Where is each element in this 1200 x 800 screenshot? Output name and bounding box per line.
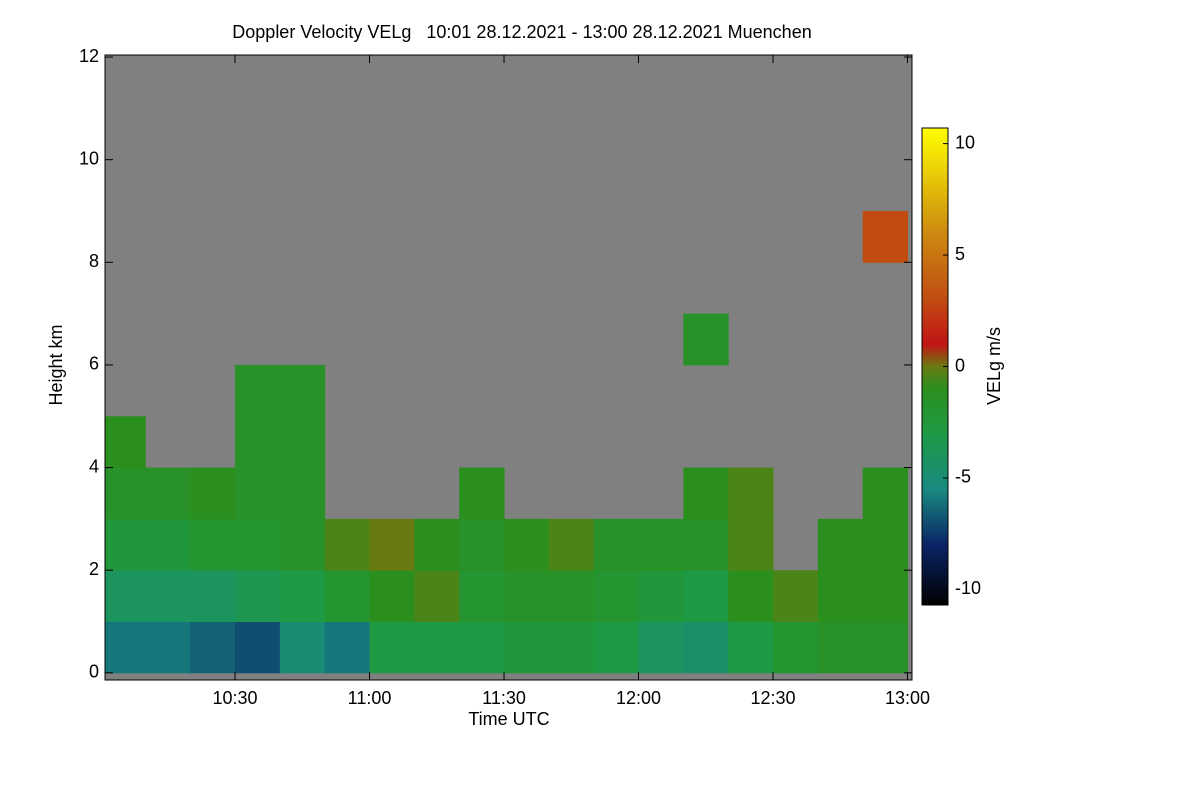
colorbar-tick-label: 0 — [955, 355, 965, 375]
heatmap-cell — [862, 467, 909, 520]
heatmap-cell — [504, 518, 550, 571]
y-tick-label: 2 — [89, 559, 99, 579]
heatmap-cell — [145, 570, 191, 623]
heatmap-cell — [459, 518, 505, 571]
heatmap-cell — [190, 467, 236, 520]
heatmap-cell — [862, 210, 909, 263]
y-tick-label: 8 — [89, 251, 99, 271]
heatmap-cell — [145, 467, 191, 520]
heatmap-cell — [369, 570, 415, 623]
heatmap-cell — [817, 518, 864, 571]
heatmap-cell — [817, 570, 864, 623]
heatmap-cell — [548, 518, 595, 571]
heatmap-cell — [593, 518, 640, 571]
heatmap-cell — [817, 621, 864, 674]
heatmap-cell — [145, 621, 191, 674]
heatmap-cell — [279, 570, 326, 623]
chart-title: Doppler Velocity VELg 10:01 28.12.2021 -… — [232, 22, 811, 42]
colorbar-tick-label: -10 — [955, 578, 981, 598]
x-tick-label: 11:30 — [482, 688, 526, 708]
heatmap-cell — [459, 621, 505, 674]
heatmap-cell — [369, 518, 415, 571]
heatmap-cell — [862, 621, 909, 674]
colorbar-tick-label: -5 — [955, 467, 971, 487]
heatmap-cell — [235, 467, 281, 520]
heatmap-cell — [145, 518, 191, 571]
y-axis-label: Height km — [46, 324, 66, 405]
heatmap-cell — [279, 621, 326, 674]
heatmap-cell — [728, 621, 774, 674]
heatmap-cell — [593, 570, 640, 623]
heatmap-cell — [279, 467, 326, 520]
heatmap-cell — [105, 467, 146, 520]
heatmap-cell — [105, 570, 146, 623]
y-tick-label: 10 — [79, 148, 99, 168]
heatmap-cell — [105, 621, 146, 674]
heatmap-cell — [504, 570, 550, 623]
x-tick-label: 13:00 — [885, 688, 930, 708]
heatmap-cell — [324, 621, 371, 674]
heatmap-cell — [504, 621, 550, 674]
y-tick-label: 4 — [89, 456, 99, 476]
y-tick-label: 0 — [89, 662, 99, 682]
x-tick-label: 12:30 — [750, 688, 795, 708]
heatmap-cell — [414, 621, 460, 674]
x-axis-label: Time UTC — [468, 709, 549, 729]
plot-frame — [104, 54, 913, 681]
heatmap-cell — [862, 518, 909, 571]
heatmap-cell — [459, 570, 505, 623]
heatmap-cell — [638, 570, 684, 623]
heatmap-cell — [324, 518, 371, 571]
colorbar-label: VELg m/s — [984, 327, 1004, 405]
x-tick-label: 10:30 — [212, 688, 257, 708]
heatmap-cell — [773, 570, 819, 623]
heatmap-cell — [190, 518, 236, 571]
heatmap-cell — [279, 518, 326, 571]
heatmap-cell — [235, 621, 281, 674]
heatmap-cell — [190, 570, 236, 623]
heatmap-cell — [105, 416, 146, 469]
heatmap-cell — [683, 518, 729, 571]
heatmap-cell — [773, 621, 819, 674]
heatmap-cell — [279, 364, 326, 417]
heatmap-cell — [459, 467, 505, 520]
heatmap-cell — [414, 518, 460, 571]
colorbar-tick-label: 10 — [955, 132, 975, 152]
heatmap-cell — [548, 570, 595, 623]
y-tick-label: 6 — [89, 354, 99, 374]
heatmap-cell — [638, 518, 684, 571]
heatmap-cell — [324, 570, 371, 623]
heatmap-cell — [235, 364, 281, 417]
heatmap-cell — [593, 621, 640, 674]
heatmap-cell — [235, 570, 281, 623]
heatmap-cell — [683, 621, 729, 674]
heatmap-cell — [683, 313, 729, 366]
heatmap-cell — [190, 621, 236, 674]
x-tick-label: 11:00 — [348, 688, 392, 708]
heatmap-cell — [683, 467, 729, 520]
heatmap-cell — [414, 570, 460, 623]
x-tick-label: 12:00 — [616, 688, 661, 708]
heatmap-cell — [105, 518, 146, 571]
heatmap-cell — [728, 518, 774, 571]
heatmap-cell — [728, 570, 774, 623]
colorbar-tick-label: 5 — [955, 244, 965, 264]
heatmap-cell — [728, 467, 774, 520]
heatmap-cell — [638, 621, 684, 674]
heatmap-cell — [369, 621, 415, 674]
heatmap-cell — [862, 570, 909, 623]
heatmap-cell — [235, 518, 281, 571]
heatmap-cell — [279, 416, 326, 469]
y-tick-label: 12 — [79, 46, 99, 66]
heatmap-cell — [683, 570, 729, 623]
heatmap-cell — [548, 621, 595, 674]
heatmap-cell — [235, 416, 281, 469]
